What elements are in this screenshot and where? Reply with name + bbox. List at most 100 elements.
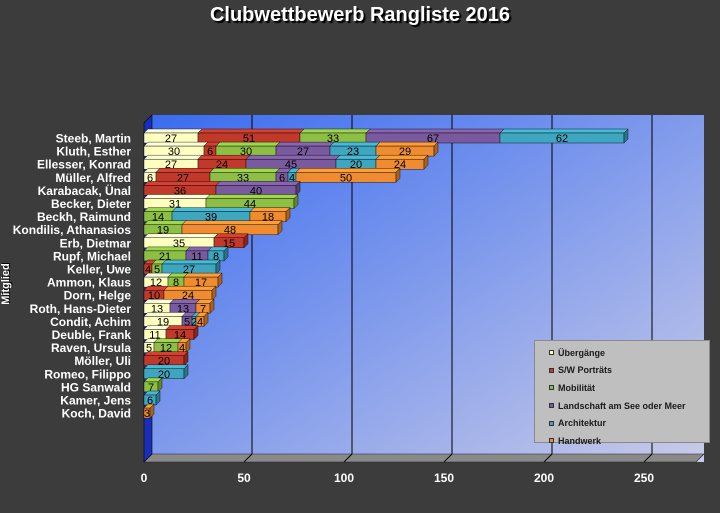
gridline-floor [243,453,253,463]
bar-segment [203,141,221,157]
legend-item: Architektur [549,414,709,432]
bar-segment [197,128,305,144]
category-label: Kamer, Jens [60,394,131,408]
bar-segment [375,154,429,170]
legend-swatch [549,350,554,356]
category-label: Beckh, Raimund [37,210,131,224]
x-tick-label: 250 [634,471,654,485]
category-label: Koch, David [62,407,131,421]
category-label: Romeo, Filippo [44,367,131,381]
data-label: 11 [191,251,202,263]
category-label: Karabacak, Ünal [38,183,131,198]
category-label: Keller, Uwe [67,263,131,277]
legend-swatch [549,403,554,409]
legend-label: Mobilität [558,382,595,393]
bar-segment [195,311,209,327]
bar-segment [205,194,299,209]
bar-segment [215,180,301,196]
bar-segment [163,285,217,301]
legend: Übergänge S/W Porträts Mobilität Landschaft… [534,340,710,446]
legend-label: Übergänge [558,347,606,358]
x-tick-label: 200 [534,471,554,485]
data-label: 7 [200,303,206,315]
data-label: 6 [147,395,153,407]
legend-item: Übergänge [549,344,709,362]
category-label: Ammon, Klaus [47,276,131,290]
data-label: 3 [144,408,150,420]
category-label: Ellesser, Konrad [37,158,131,172]
bar-segment [143,364,189,380]
bar-segment [161,259,221,275]
data-label: 6 [279,172,285,184]
data-label: 11 [149,330,160,342]
bar-segment [143,403,155,419]
gridline-floor [443,453,453,463]
data-label: 62 [556,133,568,145]
category-label: Kluth, Esther [56,145,131,159]
legend-item: Landschaft am See oder Meer [549,397,709,415]
data-label: 4 [179,343,185,355]
category-label: Möller, Uli [74,354,131,368]
x-tick-label: 150 [434,471,454,485]
bar-segment [183,272,223,288]
legend-swatch [549,367,554,373]
bar-segment [181,220,283,236]
data-label: 5 [184,316,190,328]
bar-segment [143,246,191,262]
legend-label: S/W Porträts [558,365,613,376]
bar-segment [171,207,255,222]
legend-item: Handwerk [549,432,709,450]
legend-swatch [549,438,554,444]
data-label: 4 [197,316,203,328]
x-tick-label: 50 [237,471,251,485]
category-label: Erb, Dietmar [60,236,132,250]
legend-item: S/W Porträts [549,362,709,380]
category-label: Raven, Ursula [51,341,131,355]
chart-title: Clubwettbewerb Rangliste 2016 [209,4,511,26]
data-label: 6 [207,146,213,158]
data-label: 7 [148,382,154,394]
bar-segment [499,128,629,144]
category-label: Roth, Hans-Dieter [30,302,132,316]
data-label: 2 [191,316,197,328]
legend-label: Handwerk [558,435,602,446]
category-label: Becker, Dieter [51,197,131,211]
data-label: 5 [146,343,152,355]
y-axis-label: Mitglied [0,263,12,305]
category-label: Steeb, Martin [56,132,131,146]
bar-segment [213,233,249,249]
category-label: Condit, Achim [50,315,131,329]
category-label: Deuble, Frank [52,328,132,342]
legend-label: Architektur [558,418,607,429]
plot-floor [143,453,705,463]
bar-segment [375,141,439,157]
data-label: 6 [147,172,153,184]
gridline-floor [643,453,653,463]
legend-label: Landschaft am See oder Meer [558,400,686,411]
bar-segment [215,141,281,157]
bar-segment [249,207,291,223]
x-tick-label: 0 [141,471,148,485]
legend-item: Mobilität [549,379,709,397]
bar-segment [177,338,191,354]
category-label: Dorn, Helge [64,289,132,303]
category-label: Rupf, Michael [53,249,131,263]
data-label: 50 [340,172,352,184]
category-label: Kondilis, Athanasios [13,223,132,237]
bar-segment [165,325,199,340]
data-label: 8 [173,277,179,289]
x-tick-label: 100 [334,471,354,485]
bar-segment [295,167,401,183]
category-label: Müller, Alfred [55,171,131,185]
legend-swatch [549,385,554,391]
gridline-floor [343,453,353,463]
category-label: HG Sanwald [61,380,131,394]
data-label: 4 [289,172,295,184]
gridline-floor [543,453,553,463]
data-label: 5 [154,264,160,276]
data-label: 4 [145,264,151,276]
legend-swatch [549,420,554,426]
data-label: 8 [213,251,219,263]
bar-segment [143,351,189,367]
